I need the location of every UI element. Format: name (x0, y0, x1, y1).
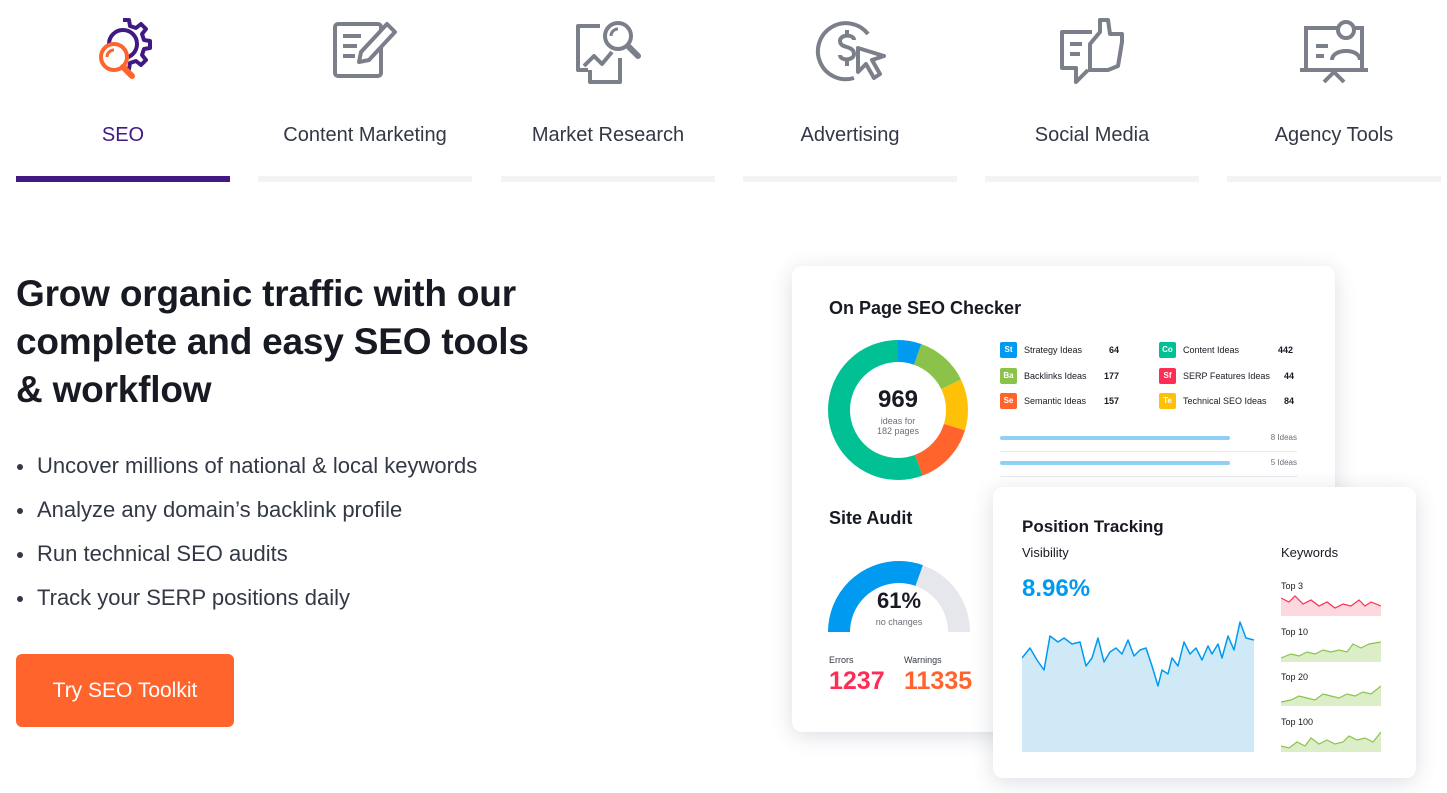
tab-seo[interactable]: SEO (16, 0, 230, 185)
idea-count: 442 (1278, 345, 1294, 355)
divider (1000, 476, 1297, 477)
errors-value: 1237 (829, 667, 885, 695)
visibility-area-chart (1022, 621, 1254, 752)
tab-underline (1227, 176, 1441, 182)
badge: Ba (1000, 368, 1017, 384)
idea-row-strategy: St Strategy Ideas 64 (1000, 342, 1125, 358)
tab-underline (985, 176, 1199, 182)
list-item: Run technical SEO audits (16, 534, 477, 578)
site-audit-sub: no changes (875, 617, 923, 627)
idea-row-technical: Te Technical SEO Ideas 84 (1159, 393, 1299, 409)
ideas-bar-label: 8 Ideas (1270, 433, 1297, 442)
ideas-bar-row: 5 Ideas (1000, 458, 1297, 470)
badge: St (1000, 342, 1017, 358)
ideas-bar-row: 8 Ideas (1000, 433, 1297, 445)
ideas-bar (1000, 461, 1230, 465)
list-item: Analyze any domain’s backlink profile (16, 490, 477, 534)
ideas-sub-2: 182 pages (876, 426, 920, 436)
tab-underline-active (16, 176, 230, 182)
idea-name: Technical SEO Ideas (1183, 396, 1267, 406)
ideas-total: 969 (877, 386, 919, 413)
ideas-bar (1000, 436, 1230, 440)
top20-sparkline (1281, 685, 1381, 706)
hero-headline: Grow organic traffic with our complete a… (16, 273, 529, 410)
research-magnifier-icon (576, 21, 641, 84)
keyword-group-label: Top 10 (1281, 627, 1309, 637)
idea-name: Semantic Ideas (1024, 396, 1087, 406)
badge: Co (1159, 342, 1176, 358)
seo-gear-search-icon (99, 18, 152, 79)
tab-content-marketing[interactable]: Content Marketing (258, 0, 472, 185)
idea-count: 84 (1284, 396, 1295, 406)
divider (1000, 451, 1297, 452)
idea-count: 44 (1284, 371, 1295, 381)
idea-row-semantic: Se Semantic Ideas 157 (1000, 393, 1125, 409)
warnings-label: Warnings (904, 655, 942, 665)
badge: Te (1159, 393, 1176, 409)
keyword-group-label: Top 3 (1281, 581, 1304, 591)
idea-row-serp-features: Sf SERP Features Ideas 44 (1159, 368, 1299, 384)
tab-label: Advertising (800, 124, 900, 146)
badge: Se (1000, 393, 1017, 409)
keyword-group-label: Top 100 (1281, 717, 1314, 727)
tab-agency-tools[interactable]: Agency Tools (1227, 0, 1441, 185)
dollar-cursor-icon (815, 21, 886, 82)
tab-underline (743, 176, 957, 182)
tab-underline (501, 176, 715, 182)
idea-row-backlinks: Ba Backlinks Ideas 177 (1000, 368, 1125, 384)
tab-label: SEO (101, 124, 145, 146)
idea-count: 177 (1104, 371, 1120, 381)
ideas-donut-chart (828, 340, 968, 480)
list-item: Uncover millions of national & local key… (16, 446, 477, 490)
badge: Sf (1159, 368, 1176, 384)
errors-label: Errors (829, 655, 854, 665)
tab-market-research[interactable]: Market Research (501, 0, 715, 185)
visibility-value: 8.96% (1022, 575, 1091, 602)
top100-sparkline (1281, 731, 1381, 752)
tab-label: Market Research (531, 124, 685, 146)
idea-name: Backlinks Ideas (1024, 371, 1087, 381)
idea-name: Strategy Ideas (1024, 345, 1083, 355)
tab-advertising[interactable]: Advertising (743, 0, 957, 185)
warnings-value: 11335 (904, 667, 973, 695)
tab-social-media[interactable]: Social Media (985, 0, 1199, 185)
idea-name: Content Ideas (1183, 345, 1240, 355)
card-title: Site Audit (829, 508, 913, 528)
idea-count: 157 (1104, 396, 1120, 406)
card-title: Position Tracking (1022, 517, 1164, 536)
list-item: Track your SERP positions daily (16, 578, 477, 622)
feature-list: Uncover millions of national & local key… (16, 446, 477, 622)
tab-underline (258, 176, 472, 182)
idea-name: SERP Features Ideas (1183, 371, 1270, 381)
try-seo-toolkit-button[interactable]: Try SEO Toolkit (16, 654, 234, 727)
idea-row-content: Co Content Ideas 442 (1159, 342, 1299, 358)
keywords-label: Keywords (1281, 545, 1339, 560)
top10-sparkline (1281, 641, 1381, 662)
thumbs-up-chat-icon (1060, 18, 1124, 84)
card-title: On Page SEO Checker (829, 298, 1022, 318)
presenter-board-icon (1300, 20, 1368, 84)
tab-label: Content Marketing (283, 124, 447, 146)
idea-count: 64 (1109, 345, 1120, 355)
site-audit-value: 61% (876, 588, 922, 613)
top3-sparkline (1281, 595, 1381, 616)
edit-document-icon (333, 22, 397, 78)
product-tabs: SEO Content Marketing Market Research (16, 0, 1441, 185)
visibility-label: Visibility (1022, 545, 1069, 560)
keyword-group-label: Top 20 (1281, 672, 1309, 682)
tab-label: Social Media (1034, 124, 1150, 146)
ideas-sub-1: ideas for (880, 416, 916, 426)
tab-label: Agency Tools (1274, 124, 1394, 146)
ideas-bar-label: 5 Ideas (1270, 458, 1297, 467)
site-audit-gauge (828, 561, 970, 633)
